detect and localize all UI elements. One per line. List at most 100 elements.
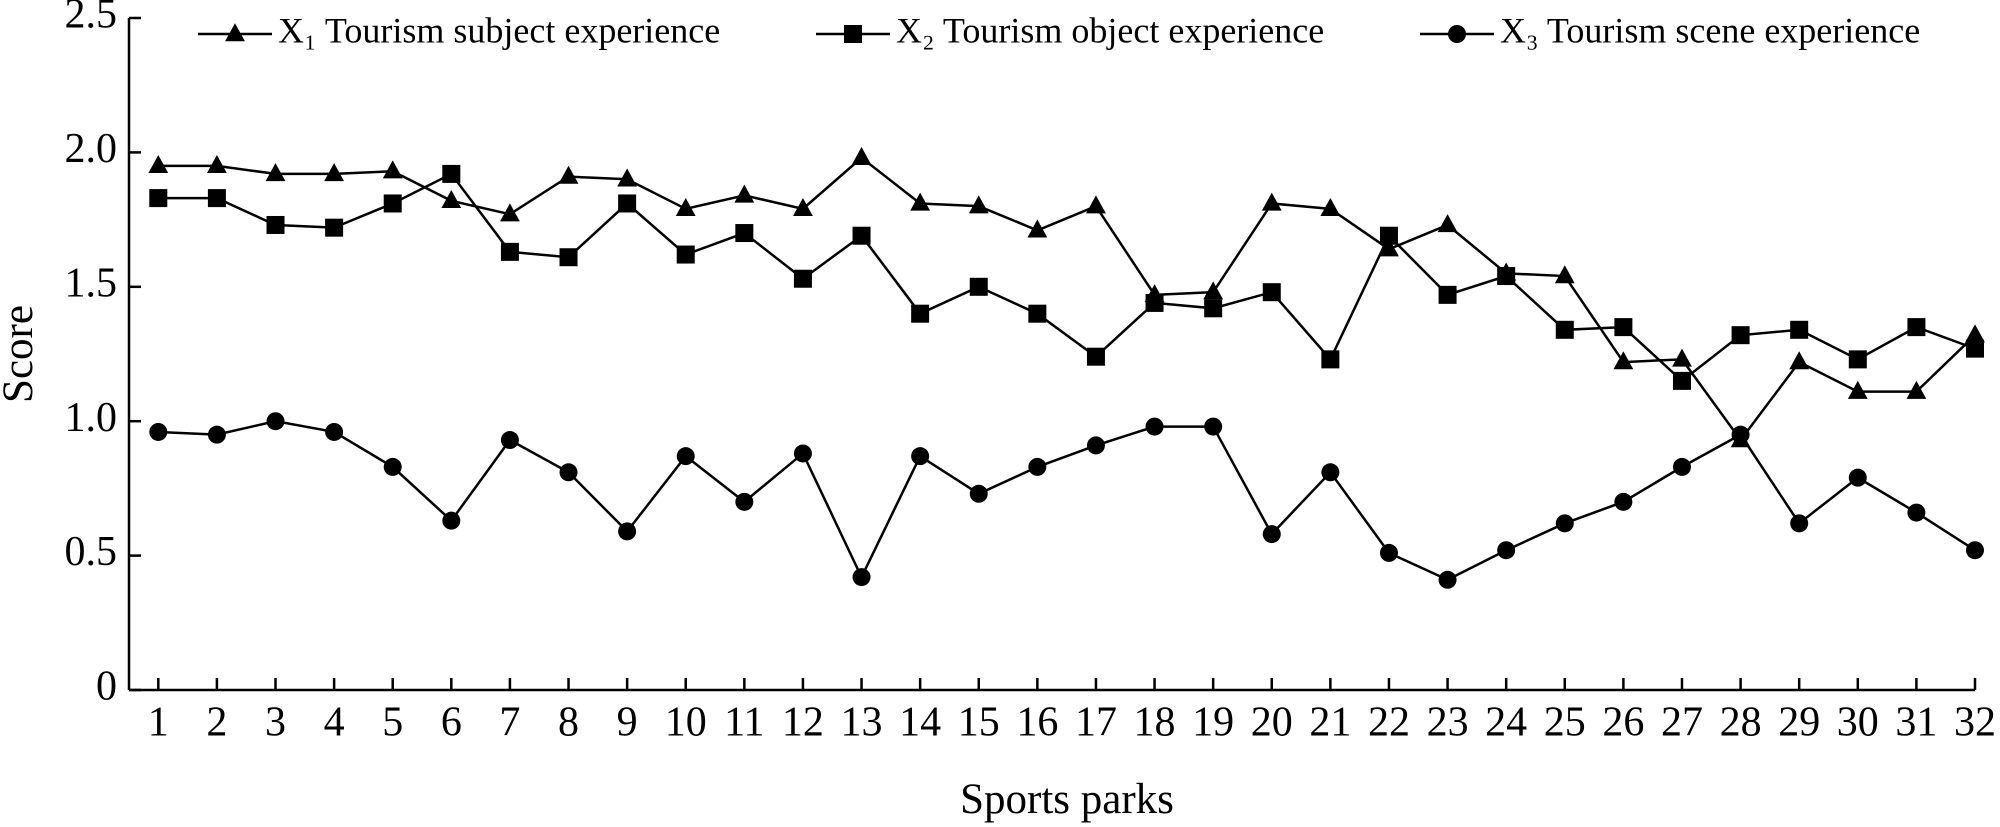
marker-circle: [1790, 514, 1809, 533]
x-tick-label: 27: [1661, 700, 1703, 746]
y-tick-label: 2.5: [65, 0, 118, 38]
marker-square: [1321, 350, 1340, 369]
x-tick-label: 11: [724, 700, 764, 746]
marker-circle: [383, 457, 402, 476]
marker-square: [1614, 318, 1633, 337]
marker-triangle: [793, 198, 813, 217]
marker-circle: [618, 522, 637, 541]
marker-square: [1966, 339, 1984, 358]
marker-circle: [1321, 463, 1340, 482]
marker-circle: [1672, 457, 1691, 476]
marker-triangle: [734, 184, 755, 203]
marker-circle: [1614, 492, 1633, 511]
y-tick-label: 1.0: [65, 395, 118, 441]
marker-square: [383, 194, 402, 213]
series-line: [158, 156, 1976, 443]
x-tick-label: 1: [148, 700, 169, 746]
x-tick-label: 30: [1837, 700, 1879, 746]
marker-square: [1672, 371, 1691, 390]
x-tick-label: 32: [1954, 700, 1996, 746]
marker-circle: [911, 447, 930, 466]
marker-circle: [1966, 541, 1984, 560]
marker-triangle: [1789, 351, 1810, 370]
marker-square: [676, 245, 695, 264]
marker-circle: [325, 422, 344, 441]
marker-square: [442, 164, 461, 183]
marker-square: [500, 242, 519, 261]
marker-square: [1555, 320, 1574, 339]
marker-circle: [1145, 417, 1164, 436]
x-tick-label: 24: [1485, 700, 1527, 746]
marker-triangle: [1261, 192, 1282, 211]
marker-triangle: [1027, 219, 1048, 238]
marker-triangle: [910, 192, 931, 211]
series-line: [158, 172, 1976, 383]
marker-circle: [676, 447, 695, 466]
marker-circle: [1848, 468, 1867, 487]
x-tick-label: 23: [1427, 700, 1469, 746]
x-tick-label: 5: [382, 700, 403, 746]
marker-triangle: [558, 165, 579, 184]
marker-triangle: [851, 146, 872, 165]
marker-square: [618, 194, 637, 213]
marker-triangle: [1086, 195, 1106, 214]
marker-square: [1086, 347, 1105, 366]
marker-triangle: [617, 168, 638, 187]
marker-circle: [969, 484, 988, 503]
marker-circle: [1731, 425, 1750, 444]
marker-triangle: [1613, 351, 1634, 370]
marker-circle: [266, 412, 285, 431]
x-tick-label: 14: [899, 700, 941, 746]
x-tick-label: 8: [558, 700, 579, 746]
x-tick-label: 10: [665, 700, 707, 746]
x-tick-label: 31: [1895, 700, 1937, 746]
marker-triangle: [1965, 324, 1985, 343]
x-tick-label: 13: [841, 700, 883, 746]
marker-circle: [500, 431, 519, 450]
marker-square: [266, 215, 285, 234]
y-tick-label: 2.0: [65, 126, 118, 172]
marker-square: [1438, 285, 1457, 304]
marker-square: [1379, 226, 1398, 245]
x-tick-label: 17: [1075, 700, 1117, 746]
marker-triangle: [968, 195, 989, 214]
x-tick-label: 19: [1192, 700, 1234, 746]
x-axis-title: Sports parks: [960, 776, 1174, 823]
marker-triangle: [1906, 380, 1927, 399]
marker-circle: [1497, 541, 1516, 560]
marker-square: [1731, 326, 1750, 345]
x-tick-label: 4: [324, 700, 345, 746]
marker-circle: [559, 463, 578, 482]
marker-circle: [207, 425, 226, 444]
marker-triangle: [148, 155, 169, 174]
marker-circle: [1448, 25, 1466, 43]
marker-triangle: [1554, 265, 1575, 284]
marker-square: [559, 248, 578, 267]
marker-triangle: [382, 160, 403, 179]
marker-square: [793, 269, 812, 288]
marker-square: [911, 304, 930, 323]
marker-square: [1204, 299, 1223, 318]
x-tick-label: 18: [1134, 700, 1176, 746]
y-tick-label: 0: [96, 664, 117, 710]
x-tick-label: 15: [958, 700, 1000, 746]
marker-triangle: [265, 163, 286, 182]
marker-square: [1907, 318, 1926, 337]
marker-square: [735, 224, 754, 243]
marker-triangle: [441, 189, 462, 208]
marker-triangle: [1203, 281, 1224, 300]
y-axis-title: Score: [0, 305, 42, 403]
marker-circle: [793, 444, 812, 463]
marker-circle: [1262, 525, 1281, 544]
marker-square: [1790, 320, 1809, 339]
x-tick-label: 16: [1016, 700, 1058, 746]
marker-square: [969, 277, 988, 296]
x-tick-label: 29: [1778, 700, 1820, 746]
x-tick-label: 20: [1251, 700, 1293, 746]
marker-circle: [852, 568, 871, 587]
marker-square: [1028, 304, 1047, 323]
marker-square: [325, 218, 344, 237]
x-tick-label: 26: [1602, 700, 1644, 746]
x-tick-label: 7: [499, 700, 520, 746]
x-tick-label: 22: [1368, 700, 1410, 746]
